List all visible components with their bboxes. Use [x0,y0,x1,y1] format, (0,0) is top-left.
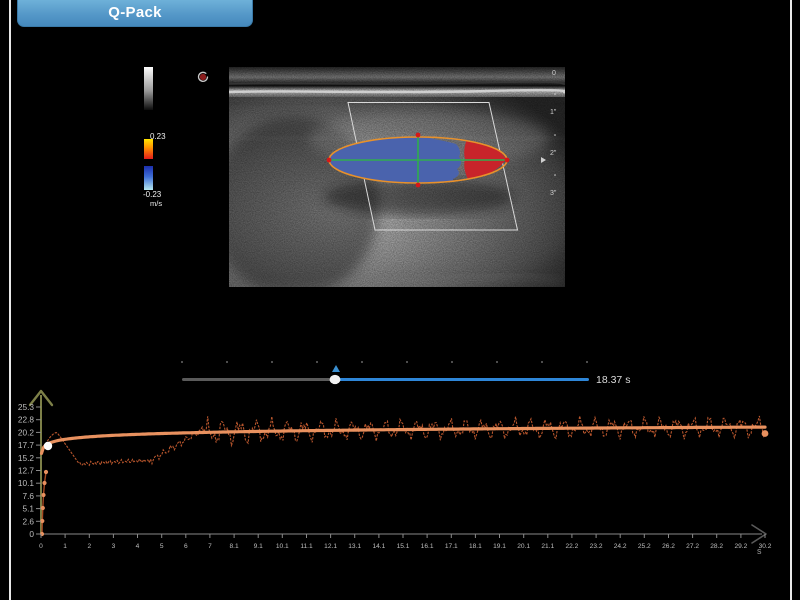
svg-text:16.1: 16.1 [421,543,434,550]
svg-text:29.2: 29.2 [734,543,747,550]
svg-text:28.2: 28.2 [710,543,723,550]
svg-text:11.1: 11.1 [300,543,313,550]
svg-text:5: 5 [160,543,164,550]
svg-text:0: 0 [552,70,556,77]
svg-text:1": 1" [550,109,557,116]
svg-text:6: 6 [184,543,188,550]
svg-text:0: 0 [39,543,43,550]
svg-text:1: 1 [63,543,67,550]
svg-text:9.1: 9.1 [254,543,263,550]
svg-text:21.1: 21.1 [541,543,554,550]
svg-text:2.6: 2.6 [22,516,34,526]
svg-text:18.1: 18.1 [469,543,482,550]
svg-text:10.1: 10.1 [276,543,289,550]
svg-text:4: 4 [136,543,140,550]
svg-text:7: 7 [208,543,212,550]
svg-text:27.2: 27.2 [686,543,699,550]
svg-text:14.1: 14.1 [372,543,385,550]
svg-text:15.2: 15.2 [18,453,35,463]
svg-text:30.2: 30.2 [759,543,772,550]
svg-text:3: 3 [112,543,116,550]
svg-text:17.1: 17.1 [445,543,458,550]
svg-text:8.1: 8.1 [230,543,239,550]
svg-text:10.1: 10.1 [18,478,35,488]
svg-text:23.2: 23.2 [590,543,603,550]
svg-text:2: 2 [87,543,91,550]
svg-text:7.6: 7.6 [22,491,34,501]
svg-text:19.1: 19.1 [493,543,506,550]
svg-text:12.7: 12.7 [18,466,35,476]
svg-text:26.2: 26.2 [662,543,675,550]
svg-text:5.1: 5.1 [22,504,34,514]
svg-text:25.2: 25.2 [638,543,651,550]
svg-text:12.1: 12.1 [324,543,337,550]
svg-text:0: 0 [29,529,34,539]
svg-text:15.1: 15.1 [397,543,410,550]
svg-text:24.2: 24.2 [614,543,627,550]
svg-text:22.8: 22.8 [18,415,35,425]
svg-text:22.2: 22.2 [565,543,578,550]
svg-text:2": 2" [550,150,557,157]
svg-text:3": 3" [550,190,557,197]
svg-text:13.1: 13.1 [348,543,361,550]
svg-text:20.2: 20.2 [18,427,35,437]
svg-text:25.3: 25.3 [18,402,35,412]
svg-text:17.7: 17.7 [18,440,35,450]
svg-text:20.1: 20.1 [517,543,530,550]
